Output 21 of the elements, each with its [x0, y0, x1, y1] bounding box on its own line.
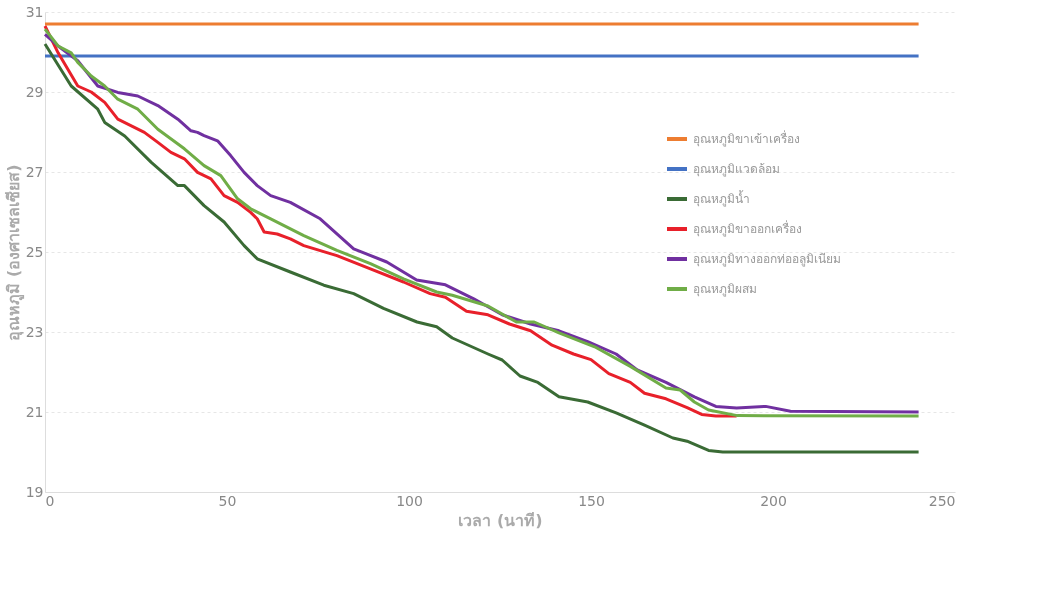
legend-label: อุณหภูมิขาเข้าเครื่อง [693, 130, 800, 147]
y-tick-label: 31 [25, 3, 44, 20]
y-axis-title: อุณหภูมิ (องศาเซลเซียส) [3, 164, 25, 341]
x-tick-label: 0 [45, 492, 55, 509]
x-tick-label: 200 [760, 492, 787, 509]
y-tick-label: 27 [25, 163, 44, 180]
y-tick-label: 19 [25, 483, 44, 500]
legend-label: อุณหภูมิแวดล้อม [693, 162, 780, 177]
legend-label: อุณหภูมิน้ำ [693, 190, 750, 207]
y-tick-label: 23 [25, 323, 44, 340]
x-axis-title: เวลา (นาที) [458, 510, 543, 530]
legend-label: อุณหภูมิผสม [693, 282, 757, 297]
y-tick-label: 25 [25, 243, 44, 260]
x-tick-label: 250 [928, 492, 956, 509]
legend-label: อุณหภูมิทางออกท่ออลูมิเนียม [693, 252, 841, 267]
y-tick-label: 29 [25, 83, 44, 100]
x-tick-label: 50 [218, 492, 237, 509]
x-tick-label: 100 [396, 492, 423, 509]
y-tick-label: 21 [25, 403, 44, 420]
legend-label: อุณหภูมิขาออกเครื่อง [693, 220, 802, 237]
x-tick-label: 150 [578, 492, 605, 509]
